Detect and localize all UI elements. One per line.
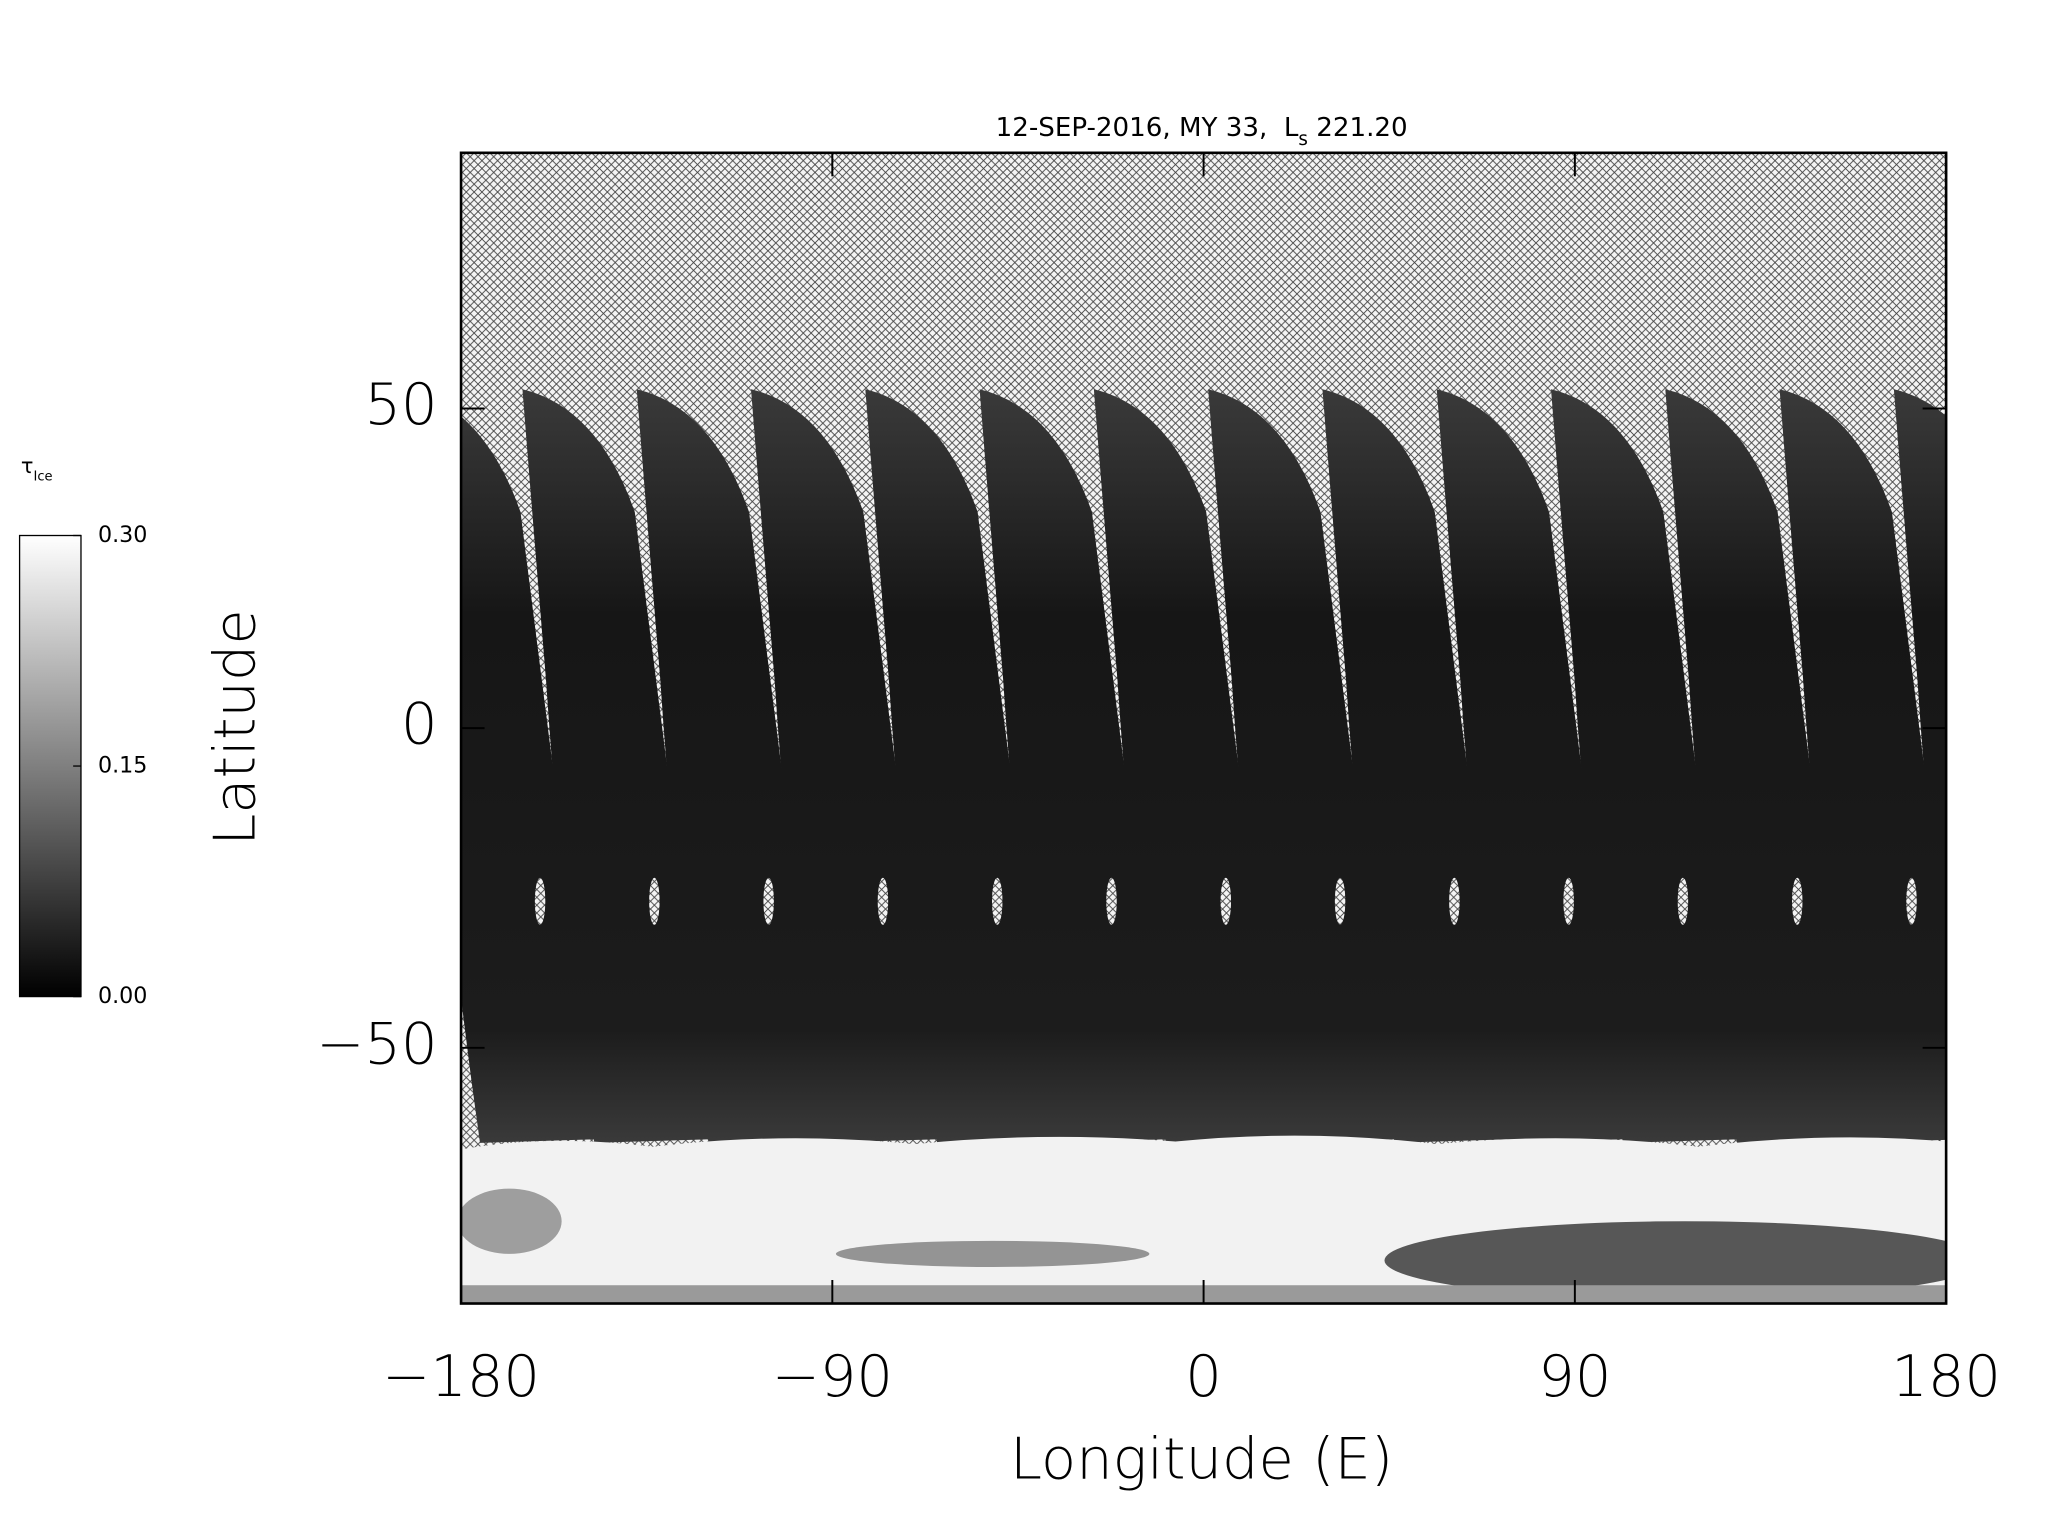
- swath: [751, 389, 947, 1143]
- swath-gap: [534, 877, 546, 925]
- polar-shadow: [835, 1240, 1150, 1267]
- swath-gap: [1792, 877, 1803, 925]
- swath: [1779, 389, 1947, 1143]
- title-text: 12-SEP-2016, MY 33, L: [996, 113, 1299, 143]
- x-tick-label: −90: [772, 1343, 893, 1410]
- x-tick-label: 0: [1185, 1343, 1222, 1410]
- colorbar-tick-label: 0.30: [98, 522, 147, 548]
- swath-gap: [992, 877, 1003, 925]
- map-image: [461, 152, 2031, 1304]
- x-axis-label: Longitude (E): [1010, 1425, 1393, 1492]
- swath: [1208, 389, 1405, 1143]
- swath-gap: [1677, 877, 1689, 925]
- y-tick-label: 0: [401, 691, 438, 758]
- y-tick-label: −50: [316, 1010, 437, 1077]
- swath-gap: [877, 877, 889, 925]
- colorbar-label: τIce: [21, 454, 53, 485]
- y-tick-label: 50: [364, 371, 437, 438]
- x-tick-label: 90: [1538, 1343, 1611, 1410]
- swath-gap: [2021, 878, 2031, 925]
- swath: [522, 389, 719, 1143]
- swath: [1322, 389, 1519, 1143]
- title-subscript: s: [1298, 129, 1308, 150]
- title-text: 221.20: [1308, 113, 1408, 143]
- colorbar-tick-label: 0.00: [98, 983, 147, 1009]
- swath-gap: [1449, 877, 1460, 925]
- swath: [1093, 389, 1290, 1143]
- swath: [461, 416, 605, 1143]
- swath-gap: [1334, 877, 1346, 925]
- swath-gap: [1106, 877, 1117, 925]
- swath-gap: [763, 877, 774, 925]
- chart-title: 12-SEP-2016, MY 33, Ls 221.20: [996, 113, 1408, 150]
- colorbar-tick-label: 0.15: [98, 753, 147, 779]
- colorbar-label-subscript: Ice: [33, 470, 52, 485]
- y-axis-label: Latitude: [202, 609, 269, 845]
- colorbar-label-text: τ: [21, 454, 34, 478]
- swath: [1665, 389, 1862, 1143]
- swath: [865, 389, 1062, 1143]
- swath: [979, 389, 1176, 1143]
- polar-shadow: [461, 1188, 562, 1254]
- swath: [1893, 389, 1947, 993]
- swath-gap: [649, 877, 660, 925]
- x-tick-label: −180: [382, 1343, 540, 1410]
- swath: [1551, 389, 1747, 1143]
- swath-gap: [1563, 877, 1574, 925]
- colorbar: [18, 534, 82, 998]
- polar-shadow: [1384, 1221, 1947, 1300]
- swath: [1436, 389, 1633, 1143]
- swath-gap: [1220, 877, 1232, 925]
- x-tick-label: 180: [1891, 1343, 2001, 1410]
- swath: [636, 389, 833, 1143]
- swath-gap: [1906, 877, 1917, 925]
